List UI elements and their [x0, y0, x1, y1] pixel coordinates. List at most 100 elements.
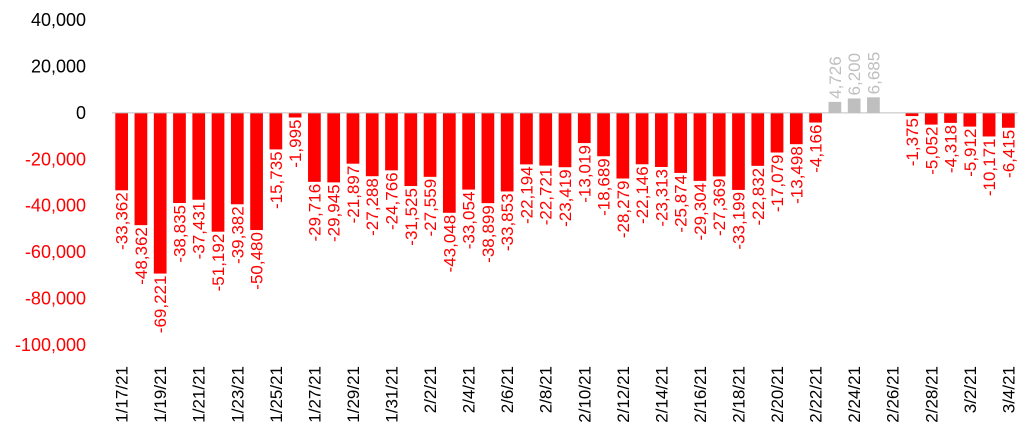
- x-tick-label: 1/21/21: [190, 366, 209, 423]
- data-label: -43,048: [440, 215, 459, 273]
- bar: [616, 112, 630, 179]
- x-tick-label: 1/29/21: [344, 366, 363, 423]
- y-tick-label: 40,000: [31, 10, 86, 30]
- bar: [385, 112, 398, 171]
- data-label: -50,480: [248, 232, 267, 290]
- bar: [173, 112, 186, 204]
- bar: [597, 112, 610, 157]
- x-tick-label: 2/16/21: [691, 366, 710, 423]
- data-label: -27,559: [421, 179, 440, 237]
- bar: [230, 112, 244, 205]
- bar: [423, 112, 437, 177]
- y-tick-label: -40,000: [25, 196, 86, 216]
- data-label: -51,192: [209, 234, 228, 292]
- bar: [211, 112, 225, 232]
- bar: [308, 112, 321, 182]
- bar: [500, 112, 514, 192]
- data-label: -5,912: [961, 129, 980, 177]
- data-label: -25,874: [672, 175, 691, 233]
- bar: [905, 112, 919, 117]
- bar: [558, 112, 572, 168]
- bar: [944, 112, 957, 123]
- bar: [674, 112, 688, 173]
- bar: [924, 112, 938, 125]
- bar: [250, 112, 263, 231]
- x-tick-label: 1/25/21: [267, 366, 286, 423]
- data-label: -39,382: [228, 206, 247, 264]
- x-tick-label: 2/12/21: [614, 366, 633, 423]
- x-tick-label: 1/17/21: [113, 366, 132, 423]
- data-label: 4,726: [826, 56, 845, 99]
- bar: [828, 101, 842, 113]
- bar: [404, 112, 418, 187]
- bar: [539, 112, 553, 166]
- x-tick-label: 2/22/21: [807, 366, 826, 423]
- bar: [520, 112, 533, 165]
- y-tick-label: -20,000: [25, 149, 86, 169]
- y-tick-label: -80,000: [25, 289, 86, 309]
- bar: [751, 112, 765, 166]
- data-label: 6,685: [864, 52, 883, 95]
- data-label: -48,362: [132, 227, 151, 285]
- data-labels: -33,362-48,362-69,221-38,835 -37,431-51,1…: [113, 52, 1020, 333]
- data-label: -22,721: [537, 168, 556, 226]
- bar: [365, 112, 379, 177]
- bar: [115, 112, 128, 191]
- bar: [153, 112, 167, 274]
- x-tick-label: 2/18/21: [729, 366, 748, 423]
- data-label: -13,498: [787, 146, 806, 204]
- x-tick-label: 1/23/21: [228, 366, 247, 423]
- data-label: -15,735: [267, 151, 286, 209]
- x-tick-label: 1/27/21: [305, 366, 324, 423]
- data-label: -17,079: [768, 155, 787, 213]
- x-tick-label: 3/4/21: [999, 366, 1018, 413]
- data-label: 6,200: [845, 53, 864, 96]
- bars: [115, 97, 1015, 274]
- data-label: -1,375: [903, 118, 922, 166]
- data-label: -33,362: [113, 192, 132, 250]
- data-label: -27,369: [710, 178, 729, 236]
- data-label: -29,304: [691, 183, 710, 241]
- bar: [770, 112, 784, 153]
- x-tick-label: 2/6/21: [498, 366, 517, 413]
- data-label: -23,419: [556, 169, 575, 227]
- data-label: -1,995: [286, 119, 305, 167]
- data-label: -4,166: [807, 125, 826, 173]
- data-label: -31,525: [402, 188, 421, 246]
- bar: [847, 98, 861, 113]
- data-label: -23,313: [652, 169, 671, 227]
- bar: [481, 112, 495, 204]
- bar: [982, 112, 996, 137]
- data-label: -29,945: [325, 184, 344, 242]
- x-tick-label: 2/20/21: [768, 366, 787, 423]
- data-label: -33,054: [460, 192, 479, 250]
- y-tick-label: 0: [76, 103, 86, 123]
- x-tick-label: 2/10/21: [575, 366, 594, 423]
- bar: [732, 112, 745, 190]
- bar: [192, 112, 206, 200]
- data-label: -11,752: [1019, 142, 1020, 198]
- bar: [635, 112, 649, 165]
- data-label: -38,899: [479, 205, 498, 263]
- bar: [963, 112, 977, 127]
- bar: [577, 112, 591, 144]
- data-label: -22,194: [517, 166, 536, 224]
- x-tick-label: 1/31/21: [383, 366, 402, 423]
- bar: [1002, 112, 1015, 128]
- bar: [655, 112, 668, 167]
- data-label: -69,221: [151, 276, 170, 334]
- data-label: -4,318: [942, 125, 961, 173]
- x-tick-label: 2/8/21: [537, 366, 556, 413]
- x-tick-label: 3/2/21: [961, 366, 980, 413]
- bar: [789, 112, 803, 145]
- bar: [346, 112, 360, 164]
- data-label: -5,052: [922, 127, 941, 175]
- data-label: -29,716: [305, 184, 324, 242]
- bar: [442, 112, 456, 213]
- data-label: -21,897: [344, 166, 363, 224]
- data-label: -27,288: [363, 178, 382, 236]
- bar: [288, 112, 302, 118]
- bar: [693, 112, 707, 181]
- data-label: -18,689: [595, 158, 614, 216]
- x-tick-label: 2/2/21: [421, 366, 440, 413]
